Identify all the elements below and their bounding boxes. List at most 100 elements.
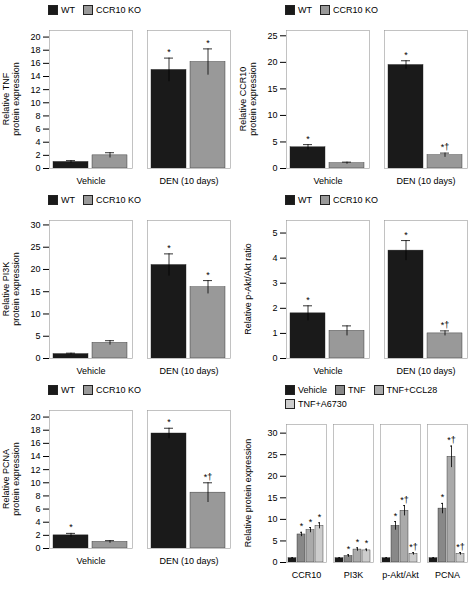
html-text:WT: WT: [298, 195, 312, 205]
svg-text:10: 10: [30, 98, 40, 108]
svg-text:*†: *†: [409, 542, 418, 552]
svg-text:2: 2: [35, 530, 40, 540]
svg-text:Relative CCR10protein expressi: Relative CCR10protein expression: [238, 62, 258, 136]
svg-text:*: *: [206, 38, 210, 48]
svg-text:0: 0: [35, 353, 40, 363]
svg-text:6: 6: [35, 124, 40, 134]
svg-text:0: 0: [35, 163, 40, 173]
svg-text:30: 30: [267, 428, 277, 438]
svg-text:12: 12: [30, 465, 40, 475]
svg-text:25: 25: [267, 31, 277, 41]
svg-text:10: 10: [30, 309, 40, 319]
svg-text:*: *: [347, 544, 351, 554]
svg-text:Vehicle: Vehicle: [76, 366, 105, 376]
svg-text:*†: *†: [400, 495, 409, 505]
svg-text:20: 20: [267, 57, 277, 67]
svg-text:10: 10: [267, 514, 277, 524]
svg-text:p-Akt/Akt: p-Akt/Akt: [382, 570, 419, 580]
html-text:CCR10 KO: CCR10 KO: [333, 5, 378, 15]
svg-text:*: *: [318, 512, 322, 522]
svg-text:15: 15: [267, 493, 277, 503]
svg-text:3: 3: [272, 278, 277, 288]
svg-text:16: 16: [30, 58, 40, 68]
svg-text:18: 18: [30, 45, 40, 55]
svg-text:5: 5: [272, 536, 277, 546]
html-text:WT: WT: [298, 5, 312, 15]
svg-text:*: *: [306, 295, 310, 305]
svg-text:Relative PCNAprotein expressio: Relative PCNAprotein expression: [1, 442, 21, 516]
html-text:CCR10 KO: CCR10 KO: [96, 195, 141, 205]
svg-text:16: 16: [30, 438, 40, 448]
svg-text:4: 4: [272, 253, 277, 263]
html-text:WT: WT: [61, 195, 75, 205]
svg-text:DEN (10 days): DEN (10 days): [159, 176, 218, 186]
svg-text:10: 10: [267, 110, 277, 120]
svg-text:DEN (10 days): DEN (10 days): [159, 366, 218, 376]
svg-text:5: 5: [272, 137, 277, 147]
svg-text:*†: *†: [441, 320, 450, 330]
svg-text:*†: *†: [204, 472, 213, 482]
svg-text:0: 0: [272, 353, 277, 363]
svg-text:5: 5: [35, 331, 40, 341]
svg-text:12: 12: [30, 85, 40, 95]
svg-text:*: *: [404, 230, 408, 240]
svg-text:PI3K: PI3K: [344, 570, 364, 580]
svg-text:*: *: [309, 517, 313, 527]
svg-text:Relative PI3Kprotein expressio: Relative PI3Kprotein expression: [1, 252, 21, 326]
svg-text:14: 14: [30, 451, 40, 461]
svg-text:4: 4: [35, 517, 40, 527]
svg-text:PCNA: PCNA: [435, 570, 460, 580]
svg-text:Relative protein expression: Relative protein expression: [243, 439, 253, 548]
svg-text:10: 10: [30, 478, 40, 488]
svg-text:Vehicle: Vehicle: [76, 176, 105, 186]
svg-text:30: 30: [30, 220, 40, 230]
svg-text:15: 15: [30, 287, 40, 297]
svg-text:*: *: [356, 537, 360, 547]
svg-text:18: 18: [30, 425, 40, 435]
svg-text:4: 4: [35, 137, 40, 147]
svg-text:1: 1: [272, 328, 277, 338]
svg-text:20: 20: [30, 412, 40, 422]
svg-text:*†: *†: [441, 142, 450, 152]
svg-text:*: *: [300, 521, 304, 531]
svg-text:Relative p-Akt/Akt ratio: Relative p-Akt/Akt ratio: [243, 243, 253, 335]
svg-text:*: *: [167, 47, 171, 57]
svg-text:*: *: [394, 511, 398, 521]
svg-text:14: 14: [30, 71, 40, 81]
svg-text:Vehicle: Vehicle: [313, 176, 342, 186]
svg-text:*: *: [404, 50, 408, 60]
svg-text:*: *: [441, 492, 445, 502]
svg-text:0: 0: [272, 163, 277, 173]
svg-text:*: *: [206, 270, 210, 280]
svg-text:Relative TNFprotein expression: Relative TNFprotein expression: [1, 62, 21, 136]
svg-text:Vehicle: Vehicle: [313, 366, 342, 376]
svg-text:8: 8: [35, 111, 40, 121]
svg-text:0: 0: [35, 543, 40, 553]
svg-text:25: 25: [30, 242, 40, 252]
svg-text:*: *: [69, 522, 73, 532]
svg-text:25: 25: [267, 450, 277, 460]
svg-text:*: *: [306, 134, 310, 144]
html-text:WT: WT: [61, 5, 75, 15]
svg-text:DEN (10 days): DEN (10 days): [396, 366, 455, 376]
html-text:CCR10 KO: CCR10 KO: [96, 5, 141, 15]
svg-text:2: 2: [35, 150, 40, 160]
svg-text:6: 6: [35, 504, 40, 514]
svg-text:5: 5: [272, 228, 277, 238]
svg-text:0: 0: [272, 557, 277, 567]
svg-text:DEN (10 days): DEN (10 days): [159, 556, 218, 566]
svg-text:*: *: [167, 417, 171, 427]
svg-text:20: 20: [267, 471, 277, 481]
svg-text:*: *: [365, 538, 369, 548]
svg-text:CCR10: CCR10: [292, 570, 322, 580]
svg-text:20: 20: [30, 32, 40, 42]
svg-text:15: 15: [267, 84, 277, 94]
svg-text:*†: *†: [447, 435, 456, 445]
svg-text:8: 8: [35, 491, 40, 501]
svg-text:20: 20: [30, 264, 40, 274]
svg-text:2: 2: [272, 303, 277, 313]
svg-text:*: *: [167, 243, 171, 253]
svg-text:Vehicle: Vehicle: [76, 556, 105, 566]
svg-text:DEN (10 days): DEN (10 days): [396, 176, 455, 186]
svg-text:*†: *†: [456, 542, 465, 552]
